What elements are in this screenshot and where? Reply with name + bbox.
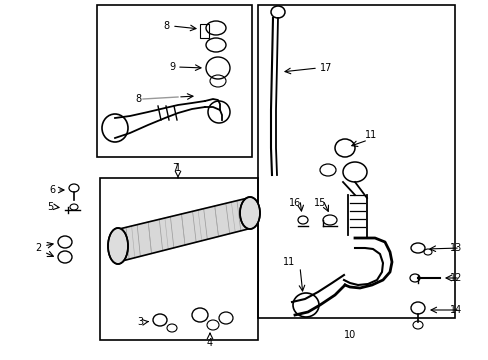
Text: 4: 4 (206, 338, 213, 348)
Text: 11: 11 (364, 130, 376, 140)
Text: 15: 15 (313, 198, 325, 208)
Text: 14: 14 (449, 305, 461, 315)
Bar (100, 178, 258, 340)
Text: 8: 8 (163, 21, 170, 31)
Text: 9: 9 (168, 62, 175, 72)
Text: 3: 3 (137, 317, 142, 327)
Bar (258, 5, 454, 318)
Ellipse shape (240, 197, 260, 229)
Text: 12: 12 (448, 273, 461, 283)
Text: 7: 7 (171, 163, 178, 173)
Text: 11: 11 (282, 257, 294, 267)
Text: 8: 8 (136, 94, 142, 104)
Text: 1: 1 (175, 163, 181, 173)
Text: 5: 5 (47, 202, 53, 212)
Text: 2: 2 (36, 243, 42, 253)
Text: 17: 17 (319, 63, 332, 73)
Polygon shape (115, 198, 251, 262)
Text: 16: 16 (288, 198, 301, 208)
Text: 10: 10 (343, 330, 355, 340)
Bar (97, 5, 251, 157)
Text: 6: 6 (49, 185, 55, 195)
Bar (200, 24, 208, 38)
Ellipse shape (108, 228, 128, 264)
Text: 13: 13 (449, 243, 461, 253)
